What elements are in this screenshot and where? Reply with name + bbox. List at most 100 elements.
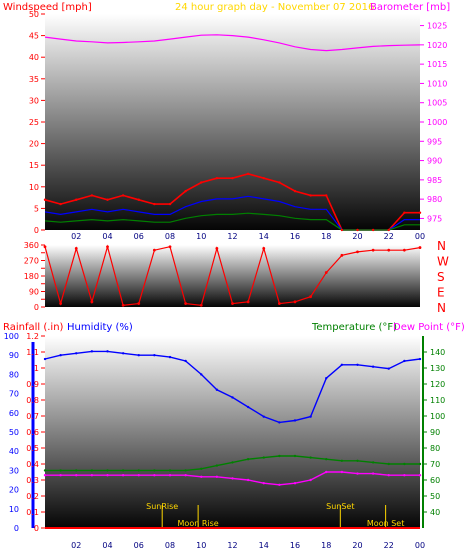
humidity-point [403, 359, 406, 363]
x-tick-label-bottom: 06 [134, 541, 144, 550]
temperature-point [309, 456, 312, 459]
temperature-label: Temperature (°F) [311, 322, 397, 333]
humidity-tick-label: 10 [9, 505, 19, 514]
direction-label: W [437, 255, 449, 269]
x-tick-label-bottom: 16 [290, 541, 300, 550]
wind-direction-point [59, 302, 63, 305]
humidity-point [184, 359, 187, 363]
humidity-point [309, 415, 312, 418]
temp-tick-label: 100 [430, 412, 445, 421]
temperature-point [231, 461, 234, 464]
windspeed-point [231, 176, 234, 180]
temperature-point [293, 454, 297, 458]
dewpoint-point [387, 474, 390, 477]
humidity-panel [45, 336, 420, 528]
dewpoint-point [200, 475, 203, 478]
dewpoint-point [278, 483, 281, 486]
windspeed-point [293, 189, 297, 193]
series-barometer [44, 34, 421, 52]
windspeed-label: Windspeed [mph] [3, 2, 92, 13]
rain-tick-label: 0.8 [26, 396, 39, 405]
temperature-point [200, 467, 203, 470]
baro-tick-label: 1020 [427, 41, 447, 50]
rain-tick-label: 0.2 [26, 492, 39, 501]
x-tick-label-top: 16 [290, 232, 300, 241]
wind-direction-point [90, 300, 94, 304]
barometer-label: Barometer [mb] [370, 2, 450, 13]
windspeed-point [278, 181, 281, 184]
windspeed-point [387, 228, 390, 232]
direction-panel [45, 245, 420, 307]
wind-direction-point [402, 248, 406, 252]
dewpoint-point [121, 474, 125, 477]
dewpoint-point [293, 482, 297, 485]
dewpoint-label: Dew Point (°F) [393, 322, 465, 333]
windspeed-point [153, 202, 156, 206]
baro-tick-label: 1025 [427, 22, 447, 31]
windspeed-point [200, 181, 203, 184]
temp-tick-label: 130 [430, 364, 445, 373]
windspeed-point [246, 172, 250, 176]
wind-direction-point [199, 303, 203, 307]
wind-direction-point [371, 248, 375, 252]
humidity-point [215, 388, 219, 391]
wind-direction-point [324, 271, 328, 274]
dewpoint-point [262, 482, 265, 485]
x-tick-label-top: 00 [415, 232, 425, 241]
x-axis-group: 02 02 04 04 06 06 08 08 10 10 12 12 14 14 16 16 18 18 20 20… [71, 232, 425, 550]
dewpoint-point [184, 474, 187, 477]
temperature-point [106, 469, 109, 472]
dewpoint-point [371, 472, 375, 475]
wind-tick-label: 10 [29, 183, 39, 192]
humidity-point [59, 354, 62, 357]
humidity-tick-label: 50 [9, 428, 19, 437]
temperature-point [215, 464, 219, 467]
wind-tick-label: 25 [29, 118, 39, 127]
humidity-point [387, 367, 390, 370]
dewpoint-point [153, 474, 156, 477]
x-tick-label-bottom: 04 [102, 541, 112, 550]
humidity-point [200, 373, 203, 376]
humidity-point [418, 357, 422, 361]
dewpoint-point [340, 470, 344, 474]
direction-label: S [437, 270, 445, 284]
wind-direction-point [246, 300, 250, 304]
dir-tick-label: 90 [29, 288, 39, 297]
windspeed-point [106, 198, 109, 201]
windspeed-point [90, 194, 94, 197]
x-tick-label-top: 14 [259, 232, 269, 241]
windspeed-point [262, 176, 265, 180]
dir-tick-label: 360 [24, 241, 39, 250]
windspeed-point [403, 211, 406, 214]
temp-tick-label: 50 [430, 492, 440, 501]
wind-panel [45, 14, 420, 230]
dewpoint-point [215, 475, 219, 478]
humidity-tick-label: 90 [9, 351, 19, 360]
temperature-point [59, 469, 62, 472]
dewpoint-point [137, 474, 140, 477]
humidity-point [262, 415, 265, 418]
x-tick-label-bottom: 18 [321, 541, 331, 550]
wind-direction-point [277, 302, 281, 305]
humidity-point [43, 357, 47, 361]
x-tick-label-bottom: 02 [71, 541, 81, 550]
baro-tick-label: 990 [427, 157, 442, 166]
windspeed-point [340, 228, 344, 232]
humidity-tick-label: 20 [9, 486, 19, 495]
x-tick-label-bottom: 20 [352, 541, 362, 550]
temperature-point [168, 469, 172, 472]
direction-label: E [437, 286, 445, 300]
windspeed-point [215, 176, 219, 180]
x-tick-label-top: 06 [134, 232, 144, 241]
temperature-point [387, 462, 390, 466]
x-tick-label-top: 04 [102, 232, 112, 241]
temp-tick-label: 140 [430, 348, 445, 357]
wind-direction-point [74, 247, 78, 250]
x-tick-label-top: 10 [196, 232, 206, 241]
temperature-point [43, 469, 47, 472]
event-label: Moon Set [367, 519, 404, 528]
humidity-point [340, 363, 344, 366]
windspeed-point [356, 228, 359, 232]
